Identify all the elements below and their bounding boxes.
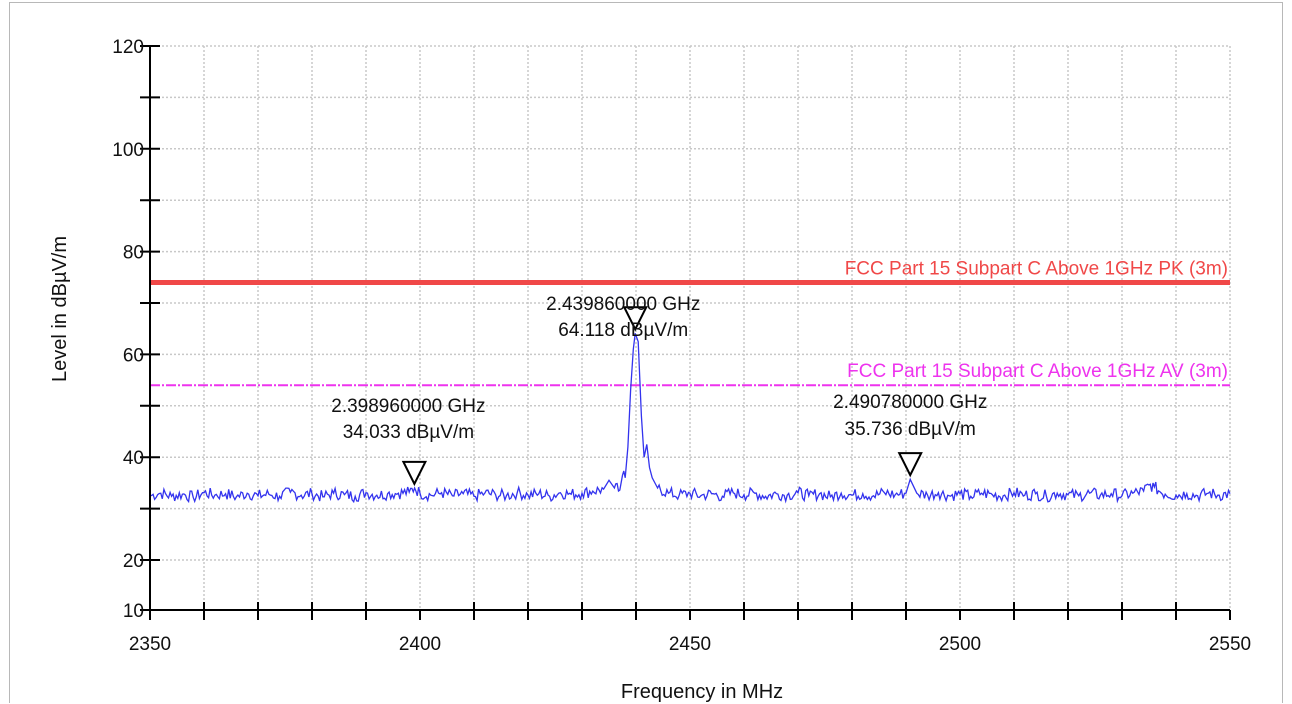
y-tick-label: 60 (123, 345, 144, 366)
marker-frequency-label: 2.439860000 GHz (546, 294, 700, 315)
grid (150, 46, 1230, 610)
y-tick-label: 20 (123, 551, 144, 572)
markers: 2.398960000 GHz 34.033 dBµV/m 2.439860000 … (331, 294, 987, 484)
chart-frame: FCC Part 15 Subpart C Above 1GHz PK (3m)… (9, 2, 1283, 703)
x-tick-label: 2350 (129, 634, 171, 655)
y-tick-label: 100 (112, 140, 144, 161)
limit-line-label: FCC Part 15 Subpart C Above 1GHz PK (3m) (845, 258, 1228, 279)
marker-frequency-label: 2.398960000 GHz (331, 396, 485, 417)
limit-line-label: FCC Part 15 Subpart C Above 1GHz AV (3m) (847, 361, 1228, 382)
x-tick-label: 2550 (1209, 634, 1251, 655)
y-tick-label: 120 (112, 37, 144, 58)
marker-frequency-label: 2.490780000 GHz (833, 392, 987, 413)
axes: 10 20 40 60 80 100 120 2350 2400 2450 2500 2550 (112, 37, 1251, 655)
marker-triangle (899, 453, 921, 475)
y-axis-label: Level in dBµV/m (49, 236, 71, 382)
marker-level-label: 64.118 dBµV/m (558, 320, 688, 341)
x-tick-label: 2450 (669, 634, 711, 655)
marker-level-label: 35.736 dBµV/m (845, 419, 976, 440)
y-tick-label: 80 (123, 243, 144, 264)
x-axis-label: Frequency in MHz (621, 681, 783, 703)
x-tick-label: 2500 (939, 634, 981, 655)
x-tick-label: 2400 (399, 634, 441, 655)
y-tick-label: 40 (123, 448, 144, 469)
marker-level-label: 34.033 dBµV/m (343, 422, 474, 443)
emission-spectrum-chart: FCC Part 15 Subpart C Above 1GHz PK (3m)… (10, 3, 1284, 704)
marker-triangle (403, 462, 425, 484)
y-tick-label: 10 (123, 601, 144, 622)
